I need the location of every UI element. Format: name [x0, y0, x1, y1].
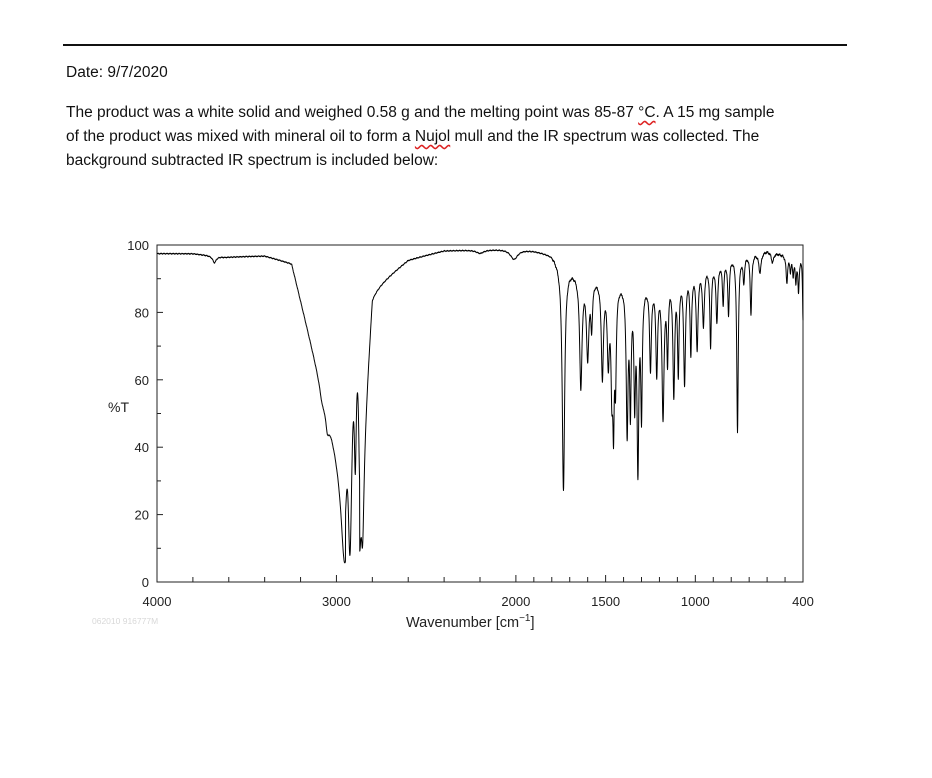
- x-axis-label-text: Wavenumber [cm: [406, 615, 519, 631]
- spectrum-line: [156, 249, 804, 564]
- watermark: 062010 916777M: [92, 616, 158, 626]
- y-tick-label: 80: [135, 305, 149, 320]
- x-axis-label-close: ]: [530, 615, 534, 631]
- plot-frame: [156, 244, 804, 583]
- top-rule: [63, 44, 847, 46]
- paragraph-line-2-start: of the product was mixed with mineral oi…: [66, 128, 415, 145]
- paragraph-line-1: The product was a white solid and weighe…: [66, 101, 846, 125]
- x-tick-label: 1500: [591, 594, 620, 609]
- paragraph-line-1-end: . A 15 mg sample: [655, 104, 775, 121]
- x-tick-label: 2000: [501, 594, 530, 609]
- paragraph-line-1-start: The product was a white solid and weighe…: [66, 104, 639, 121]
- y-tick-label: 40: [135, 440, 149, 455]
- x-tick-label: 4000: [143, 594, 172, 609]
- paragraph-line-2-end: mull and the IR spectrum was collected. …: [450, 128, 760, 145]
- y-tick-label: 0: [142, 575, 149, 590]
- x-axis-label-superscript: −1: [519, 613, 531, 624]
- paragraph-line-2: of the product was mixed with mineral oi…: [66, 125, 846, 149]
- x-tick-label: 1000: [681, 594, 710, 609]
- y-tick-label: 20: [135, 508, 149, 523]
- paragraph-line-3: background subtracted IR spectrum is inc…: [66, 152, 439, 169]
- temperature-unit: °C: [638, 104, 656, 121]
- x-axis-label: Wavenumber [cm−1]: [406, 613, 535, 631]
- nujol-word: Nujol: [414, 128, 451, 145]
- x-tick-label: 3000: [322, 594, 351, 609]
- y-tick-label: 100: [127, 238, 149, 253]
- y-tick-label: 60: [135, 373, 149, 388]
- x-tick-label: 400: [792, 594, 814, 609]
- date-line: Date: 9/7/2020: [66, 64, 168, 81]
- description-paragraph: The product was a white solid and weighe…: [66, 101, 846, 173]
- y-axis-label: %T: [108, 399, 129, 415]
- y-axis-ticks: 0 20 40 60 80 100: [127, 238, 163, 590]
- x-axis-ticks: 4000 3000 2000 1500 1000 400: [143, 575, 814, 609]
